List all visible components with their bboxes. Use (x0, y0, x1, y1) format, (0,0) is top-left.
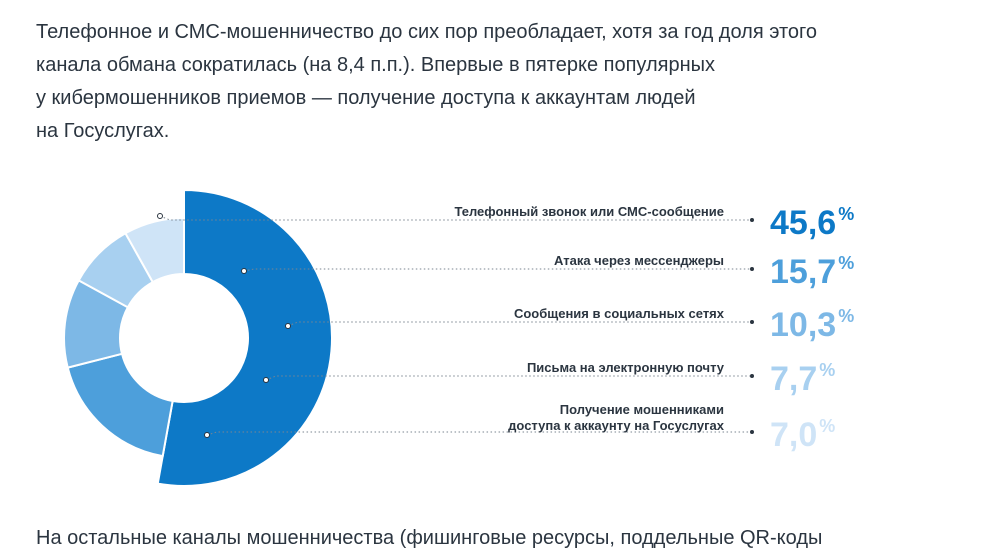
value-number: 7,7 (770, 360, 817, 398)
value-unit: % (838, 306, 854, 326)
intro-line: у кибермошенников приемов — получение до… (36, 87, 696, 109)
value-number: 15,7 (770, 253, 836, 291)
category-label: Телефонный звонок или СМС-сообщение (454, 204, 724, 219)
leader-lines (157, 213, 754, 438)
category-label-line: Телефонный звонок или СМС-сообщение (454, 204, 724, 219)
value-label: 7,0% (770, 416, 835, 454)
intro-line: канала обмана сократилась (на 8,4 п.п.).… (36, 54, 716, 76)
category-label: Письма на электронную почту (527, 360, 725, 375)
intro-paragraph: Телефонное и СМС-мошенничество до сих по… (36, 16, 936, 148)
intro-line: на Госуслугах. (36, 120, 170, 142)
value-unit: % (838, 253, 854, 273)
category-label: Получение мошенниками доступа к аккаунту … (508, 402, 725, 433)
value-number: 7,0 (770, 416, 817, 454)
leader-end-dot (750, 267, 754, 271)
fraud-channels-donut-chart: Телефонный звонок или СМС-сообщение Атака… (63, 188, 854, 487)
category-label: Атака через мессенджеры (554, 253, 724, 268)
leader-dot (204, 432, 210, 438)
value-labels: 45,6 %15,7 %10,3 %7,7 %7,0% (770, 204, 854, 454)
value-unit: % (819, 360, 835, 380)
value-number: 45,6 (770, 204, 836, 242)
value-number: 10,3 (770, 306, 836, 344)
leader-dot (285, 323, 291, 329)
outro-paragraph: На остальные каналы мошенничества (фишин… (36, 527, 823, 549)
value-unit: % (819, 416, 835, 436)
leader-dot (157, 213, 163, 219)
category-labels: Телефонный звонок или СМС-сообщение Атака… (454, 204, 724, 433)
category-label-line: Сообщения в социальных сетях (514, 306, 725, 321)
value-label: 15,7% (770, 253, 854, 291)
value-label: 7,7% (770, 360, 835, 398)
value-label: 45,6% (770, 204, 854, 242)
category-label-line: Письма на электронную почту (527, 360, 725, 375)
category-label-line: Получение мошенниками (560, 402, 724, 417)
category-label-line: доступа к аккаунту на Госуслугах (508, 418, 725, 433)
leader-dot (263, 377, 269, 383)
donut-slice (66, 352, 174, 458)
intro-line: Телефонное и СМС-мошенничество до сих по… (36, 21, 818, 43)
category-label: Сообщения в социальных сетях (514, 306, 725, 321)
value-unit: % (838, 204, 854, 224)
leader-end-dot (750, 218, 754, 222)
leader-line (287, 321, 752, 327)
leader-end-dot (750, 374, 754, 378)
leader-line (265, 375, 752, 381)
donut-slice (156, 188, 333, 487)
category-label-line: Атака через мессенджеры (554, 253, 724, 268)
donut-slice (124, 216, 185, 284)
leader-end-dot (750, 430, 754, 434)
donut-slices (63, 188, 333, 487)
leader-end-dot (750, 320, 754, 324)
leader-dot (241, 268, 247, 274)
value-label: 10,3% (770, 306, 854, 344)
leader-line (243, 268, 752, 272)
